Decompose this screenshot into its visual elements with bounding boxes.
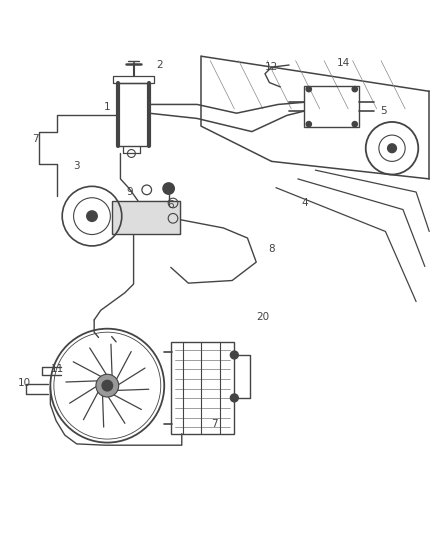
Circle shape <box>96 374 119 397</box>
Circle shape <box>102 381 113 391</box>
Circle shape <box>352 86 357 92</box>
Bar <box>112 201 180 233</box>
Text: 5: 5 <box>380 106 387 116</box>
Circle shape <box>87 211 97 221</box>
Text: 8: 8 <box>268 244 275 254</box>
Circle shape <box>163 183 174 194</box>
Text: 2: 2 <box>156 60 163 70</box>
Bar <box>304 86 359 127</box>
Text: 12: 12 <box>265 62 278 72</box>
Text: 3: 3 <box>73 161 80 171</box>
Text: 10: 10 <box>18 377 31 387</box>
Circle shape <box>230 351 238 359</box>
Text: 7: 7 <box>32 134 39 144</box>
Bar <box>171 342 234 434</box>
Circle shape <box>306 122 311 127</box>
Circle shape <box>352 122 357 127</box>
Text: 20: 20 <box>256 312 269 322</box>
Text: 9: 9 <box>126 187 133 197</box>
Circle shape <box>388 144 396 152</box>
Text: 14: 14 <box>337 58 350 68</box>
Text: 6: 6 <box>167 200 174 210</box>
Text: 4: 4 <box>301 198 308 208</box>
Circle shape <box>306 86 311 92</box>
Text: 11: 11 <box>50 365 64 374</box>
Text: 1: 1 <box>104 102 111 111</box>
Circle shape <box>230 394 238 402</box>
Text: 7: 7 <box>211 419 218 429</box>
